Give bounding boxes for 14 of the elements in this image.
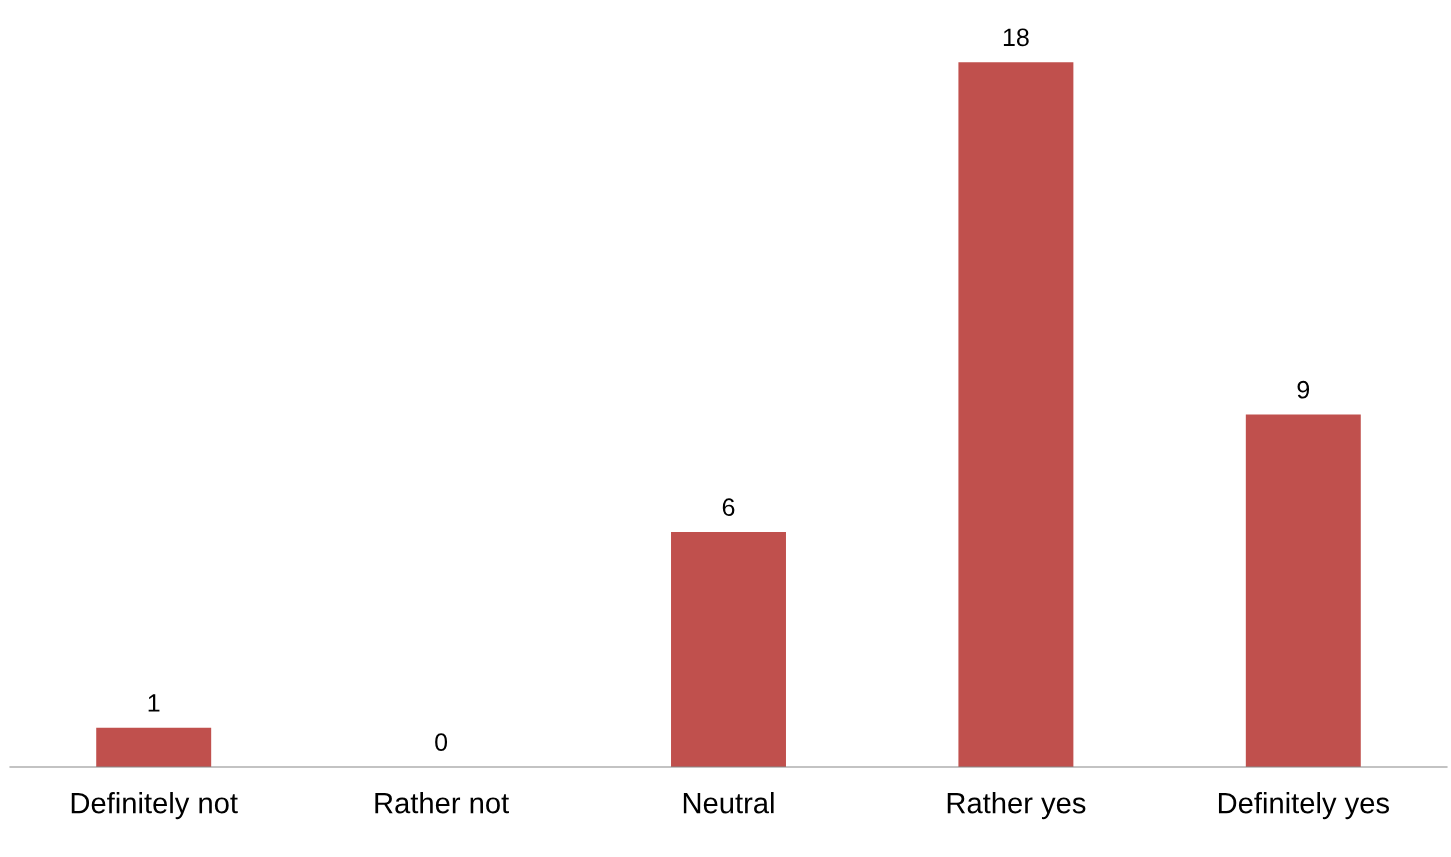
data-label: 0 — [435, 733, 448, 751]
bar — [671, 532, 786, 767]
x-tick-label: Definitely yes — [1218, 792, 1389, 820]
data-label: 9 — [1297, 380, 1310, 399]
x-tick-label: Rather yes — [947, 792, 1086, 820]
x-tick-label: Neutral — [683, 792, 774, 814]
bar — [1245, 414, 1361, 767]
x-tick-label: Rather not — [375, 792, 509, 814]
data-label: 6 — [722, 498, 735, 517]
bar — [96, 727, 212, 767]
data-label: 1 — [148, 694, 160, 712]
x-tick-label: Definitely not — [71, 792, 238, 820]
data-label: 18 — [1003, 28, 1029, 47]
bar — [958, 62, 1074, 767]
